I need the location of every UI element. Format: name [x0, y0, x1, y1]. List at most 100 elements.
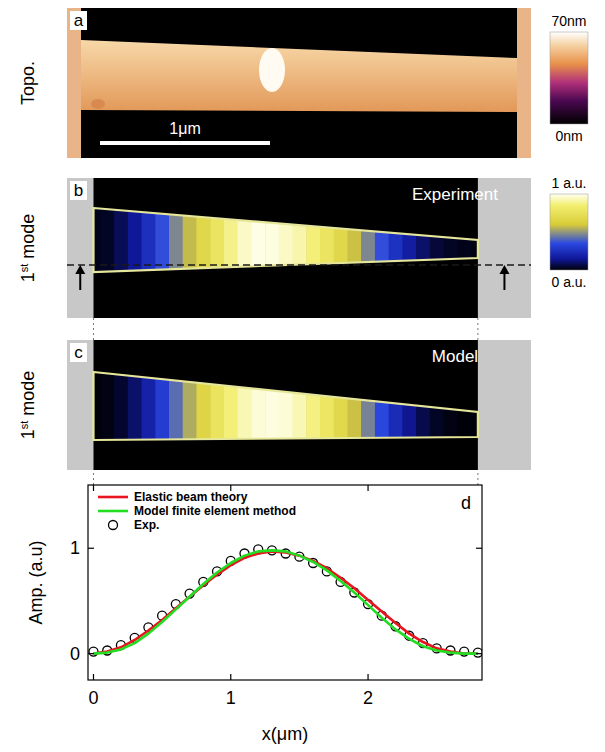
electrode: [67, 340, 93, 470]
label-superscript: st: [18, 421, 30, 430]
mode-cell: [155, 340, 169, 470]
y-tick: [88, 653, 94, 654]
electrode: [478, 340, 531, 470]
mode-cell: [183, 340, 197, 470]
y-tick-label: 1: [70, 538, 80, 558]
colorbar-tick-label: 1 a.u.: [551, 175, 586, 191]
mode-cell: [361, 340, 375, 470]
legend-label: Model finite element method: [134, 504, 296, 518]
mode-cell: [238, 178, 252, 318]
mode-background: [67, 340, 531, 470]
mode-cell: [210, 340, 224, 470]
mode-map: [93, 340, 478, 470]
colorbar: [550, 32, 588, 124]
panel-letter: d: [461, 493, 471, 513]
legend-swatch: [109, 521, 118, 530]
mode-cell: [320, 340, 334, 470]
y-tick: [88, 548, 94, 549]
mode-background: [67, 178, 531, 318]
legend-swatch: [98, 510, 128, 513]
x-tick: [93, 674, 94, 680]
arrow-shaft: [79, 272, 81, 290]
x-tick-label: 0: [88, 688, 98, 708]
mode-cell: [114, 340, 128, 470]
legend-swatch: [98, 496, 128, 499]
mode-cell: [224, 340, 238, 470]
legend-label: Exp.: [134, 518, 159, 532]
mode-cell: [169, 178, 183, 318]
mode-cell: [251, 178, 265, 318]
letter-patch: [70, 181, 87, 200]
cut-line: [67, 264, 531, 266]
scale-bar: [100, 141, 270, 145]
mode-cell: [155, 178, 169, 318]
label-superscript: st: [18, 264, 30, 273]
mode-cell: [361, 178, 375, 318]
colorbar: [550, 194, 588, 270]
scale-bar-label: 1μm: [169, 120, 200, 137]
label-part: mode: [18, 214, 38, 264]
mode-cell: [100, 178, 114, 318]
mode-cell: [347, 340, 361, 470]
mode-cell: [320, 178, 334, 318]
colorbar-tick-label: 70nm: [551, 13, 586, 29]
mode-cell: [251, 340, 265, 470]
arrow-shaft: [503, 272, 505, 290]
mode-cell: [306, 340, 320, 470]
plot-area: [89, 545, 482, 657]
legend-label: Elastic beam theory: [134, 490, 248, 504]
row-label: 1st mode: [18, 214, 38, 283]
y-tick: [476, 653, 482, 654]
x-tick: [230, 674, 231, 680]
mode-cell: [210, 178, 224, 318]
topo-background: [67, 8, 531, 158]
plot-frame: [88, 485, 482, 680]
mode-cell: [347, 178, 361, 318]
mode-cell: [128, 340, 142, 470]
mode-cell: [293, 340, 307, 470]
panel-title: Model: [432, 347, 478, 366]
x-tick: [93, 485, 94, 491]
mode-cell: [183, 178, 197, 318]
panel-title: Experiment: [412, 185, 498, 204]
mode-cell: [375, 178, 389, 318]
panel-letter: a: [74, 11, 84, 30]
y-tick-label: 0: [70, 644, 80, 664]
beam-topography: [81, 40, 517, 112]
x-tick: [367, 485, 368, 491]
letter-patch: [70, 343, 87, 362]
panel-letter: c: [74, 343, 83, 362]
arrow-head: [499, 265, 509, 274]
mode-cell: [334, 178, 348, 318]
mode-cell: [142, 340, 156, 470]
data-line: [93, 550, 477, 653]
letter-patch: [70, 11, 87, 30]
x-axis-title: x(μm): [262, 724, 308, 744]
mode-cell: [293, 178, 307, 318]
mode-cell: [279, 178, 293, 318]
mode-cell: [279, 340, 293, 470]
mode-cell: [265, 340, 279, 470]
label-part: 1: [18, 429, 38, 439]
mode-cell: [389, 178, 403, 318]
mode-cell: [93, 178, 100, 318]
particle: [91, 99, 105, 109]
colorbar-tick-label: 0nm: [555, 128, 582, 144]
mode-cell: [375, 340, 389, 470]
x-tick-label: 2: [363, 688, 373, 708]
x-tick: [367, 674, 368, 680]
label-part: mode: [18, 371, 38, 421]
mode-cell: [334, 340, 348, 470]
mode-cell: [306, 178, 320, 318]
mode-cell: [93, 340, 100, 470]
mode-cell: [114, 178, 128, 318]
x-tick-label: 1: [226, 688, 236, 708]
row-label: 1st mode: [18, 371, 38, 440]
mode-cell: [169, 340, 183, 470]
mode-cell: [224, 178, 238, 318]
figure: 1μmaTopo.70nm0nmExperimentb1st mode1 a.u…: [0, 0, 605, 752]
electrode: [67, 178, 93, 318]
y-axis-title: Amp. (a.u): [26, 540, 46, 624]
particle: [259, 48, 285, 92]
beam-outline: [93, 208, 477, 272]
